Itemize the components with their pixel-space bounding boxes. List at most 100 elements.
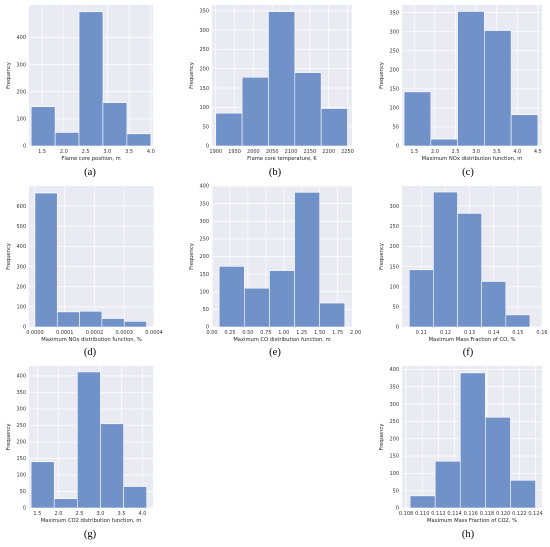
histogram-bar: [294, 192, 320, 328]
y-tick-label: 200: [199, 254, 209, 260]
histogram-bar: [123, 486, 147, 509]
x-tick-label: 1.75: [332, 330, 343, 336]
panel-caption: (c): [462, 167, 474, 178]
y-tick-label: 0: [23, 144, 26, 150]
x-tick-label: 0.00: [206, 330, 217, 336]
y-tick-label: 200: [389, 436, 399, 442]
x-tick-label: 1950: [228, 149, 241, 155]
histogram-bar: [485, 416, 511, 509]
x-tick-label: 0.124: [528, 511, 542, 517]
x-tick-label: 0.12: [440, 330, 451, 336]
histogram-bar: [430, 138, 458, 147]
histogram-bar: [126, 133, 152, 147]
y-tick-label: 400: [389, 367, 399, 373]
x-tick-label: 1.5: [410, 149, 418, 155]
x-tick-label: 3.0: [103, 149, 111, 155]
histogram-bar: [244, 287, 270, 328]
y-tick-label: 100: [199, 105, 209, 111]
histogram-bar: [100, 423, 124, 509]
x-tick-label: 2.00: [350, 330, 361, 336]
y-axis-label: Frequency: [6, 243, 12, 270]
x-tick-label: 2200: [322, 149, 335, 155]
y-axis-label: Frequency: [6, 62, 12, 89]
x-tick-label: 2.0: [60, 149, 68, 155]
x-tick-label: 0.118: [480, 511, 494, 517]
histogram-bar: [457, 213, 482, 328]
y-tick-label: 50: [203, 307, 209, 313]
x-axis-label: Maximum NOx distribution function, m: [422, 156, 523, 162]
panel-caption: (d): [84, 347, 97, 358]
x-tick-label: 2000: [247, 149, 260, 155]
histogram-bar: [320, 108, 348, 147]
y-tick-label: 150: [199, 272, 209, 278]
x-tick-label: 2.0: [431, 149, 439, 155]
histogram-panel: 0.108 0.110 0.112 0.114 0.116 0.118 0.120 0.122…: [379, 366, 543, 540]
histogram-bar: [505, 314, 531, 328]
y-tick-label: 300: [16, 62, 26, 68]
histogram-bar: [268, 11, 296, 147]
histogram-bar: [433, 191, 458, 328]
x-tick-label: 3.0: [96, 511, 104, 517]
x-tick-label: 0.14: [488, 330, 499, 336]
histogram-bar: [30, 106, 56, 147]
histogram-panel: 0.00 0.25 0.50 0.75 1.00 1.25 1.50 1.75 2.00 0 50 1…: [189, 184, 361, 358]
histogram-bar: [269, 270, 295, 328]
x-tick-label: 0.108: [399, 511, 413, 517]
y-tick-label: 0: [396, 325, 399, 331]
y-tick-label: 200: [199, 66, 209, 72]
y-tick-label: 400: [199, 184, 209, 190]
y-tick-label: 300: [16, 264, 26, 270]
y-tick-label: 100: [16, 117, 26, 123]
histogram-bar: [123, 321, 147, 328]
x-tick-label: 2100: [285, 149, 298, 155]
x-tick-label: 0.0003: [115, 330, 133, 336]
histogram-bar: [218, 266, 245, 328]
histogram-bar: [481, 281, 507, 328]
y-tick-label: 150: [389, 87, 399, 93]
panel-caption: (b): [269, 167, 282, 178]
y-tick-label: 300: [389, 204, 399, 210]
histogram-bar: [409, 495, 436, 509]
y-tick-label: 100: [199, 289, 209, 295]
y-tick-label: 250: [389, 224, 399, 230]
histogram-panel: 1.5 2.0 2.5 3.0 3.5 4.0 0 100 200 300 400 Flame cor…: [6, 5, 155, 178]
y-tick-label: 100: [389, 471, 399, 477]
y-tick-label: 300: [199, 219, 209, 225]
x-tick-label: 2150: [303, 149, 316, 155]
x-tick-label: 2050: [266, 149, 279, 155]
x-axis-label: Flame core temperature, K: [247, 156, 317, 162]
x-tick-label: 1.5: [33, 511, 41, 517]
y-tick-label: 0: [396, 506, 399, 512]
histogram-bar: [484, 30, 512, 147]
histogram-bar: [34, 192, 58, 328]
histogram-bar: [78, 11, 104, 147]
x-tick-label: 2.5: [82, 149, 90, 155]
y-tick-label: 50: [393, 305, 399, 311]
histogram-bar: [459, 372, 486, 509]
x-tick-label: 4.0: [147, 149, 155, 155]
x-tick-label: 0.0001: [56, 330, 74, 336]
x-tick-label: 3.5: [117, 511, 125, 517]
histogram-bar: [457, 11, 485, 147]
x-tick-label: 0.16: [536, 330, 547, 336]
panel-caption: (a): [84, 167, 96, 178]
panel-caption: (g): [84, 529, 97, 540]
histogram-panel: 0.11 0.12 0.13 0.14 0.15 0.16 0 50 100 150 200 250 3…: [379, 186, 548, 358]
x-axis-label: Maximum Mass Fraction of CO, %: [429, 337, 516, 343]
x-tick-label: 2.5: [75, 511, 83, 517]
y-tick-label: 150: [199, 86, 209, 92]
x-axis-label: Flame core position, m: [61, 156, 120, 162]
y-tick-label: 100: [389, 106, 399, 112]
y-tick-label: 350: [199, 201, 209, 207]
histogram-bar: [30, 461, 55, 509]
x-tick-label: 0.0004: [145, 330, 163, 336]
panel-caption: (f): [463, 347, 474, 358]
histogram-bar: [101, 318, 125, 328]
x-tick-label: 0.25: [224, 330, 235, 336]
y-tick-label: 100: [389, 284, 399, 290]
x-tick-label: 0.116: [464, 511, 478, 517]
x-axis-label: Maximum NOx distribution function, %: [41, 337, 142, 343]
x-tick-label: 4.0: [139, 511, 147, 517]
histogram-bar: [408, 269, 434, 328]
